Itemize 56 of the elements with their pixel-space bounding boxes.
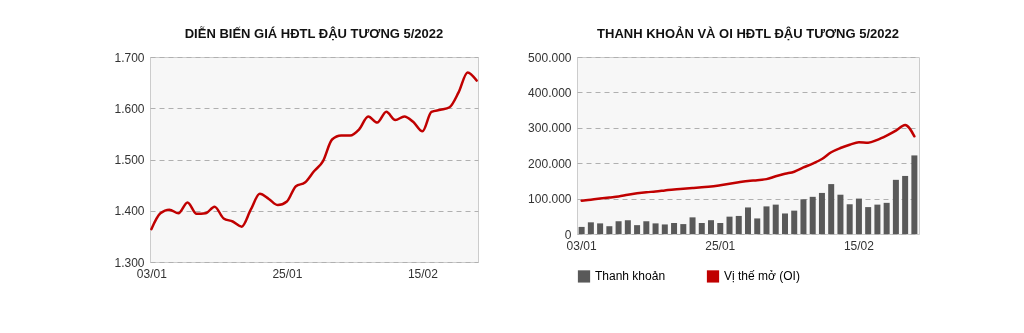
line-series [150, 71, 478, 231]
bar [883, 202, 890, 234]
y-tick-label: 1.700 [114, 50, 145, 65]
chart-title: THANH KHOẢN VÀ OI HĐTL ĐẬU TƯƠNG 5/2022 [597, 26, 899, 41]
bar [855, 198, 862, 234]
y-tick-label: 300.000 [528, 121, 572, 136]
bar [661, 224, 668, 234]
bar [606, 226, 613, 234]
x-tick-label: 15/02 [407, 266, 439, 281]
bar [717, 223, 724, 234]
x-tick-label: 25/01 [272, 266, 303, 281]
x-tick-label: 15/02 [843, 238, 875, 253]
bar [772, 204, 779, 234]
bar [809, 196, 816, 234]
bar [837, 194, 844, 234]
y-tick-label: 1.600 [114, 101, 145, 116]
bar [865, 207, 872, 234]
bar [587, 222, 594, 234]
bar [763, 206, 770, 234]
bar [615, 221, 622, 234]
bar [745, 207, 751, 234]
y-tick-label: 400.000 [528, 85, 572, 100]
bar [698, 223, 705, 234]
bar [689, 217, 696, 234]
bar [652, 223, 659, 234]
y-tick-label: 500.000 [528, 50, 572, 65]
y-tick-label: 1.400 [114, 204, 145, 219]
bar [680, 224, 687, 234]
bar [902, 175, 909, 234]
bar [735, 215, 742, 234]
bar [846, 204, 853, 234]
bar [892, 179, 899, 234]
bar [791, 210, 798, 234]
bar [911, 155, 918, 234]
y-tick-label: 200.000 [528, 156, 572, 171]
y-tick-label: 100.000 [528, 192, 572, 207]
bar [754, 218, 761, 234]
bar [624, 220, 631, 234]
bar [874, 204, 881, 234]
bar [634, 225, 641, 234]
x-tick-label: 25/01 [705, 238, 736, 253]
bar [726, 216, 733, 234]
bar [800, 199, 807, 234]
legend-label: Thanh khoản [595, 269, 666, 284]
bar [671, 223, 678, 234]
bar [781, 213, 788, 234]
bar [578, 226, 585, 234]
bar [708, 220, 715, 234]
chart-title: DIỄN BIẾN GIÁ HĐTL ĐẬU TƯƠNG 5/2022 [184, 26, 444, 41]
bar [643, 221, 650, 234]
bar [597, 223, 604, 234]
bar [818, 192, 825, 234]
line-series [580, 123, 916, 202]
bar [828, 184, 835, 234]
legend-label: Vị thế mở (OI) [724, 269, 800, 284]
y-tick-label: 1.500 [114, 153, 145, 167]
